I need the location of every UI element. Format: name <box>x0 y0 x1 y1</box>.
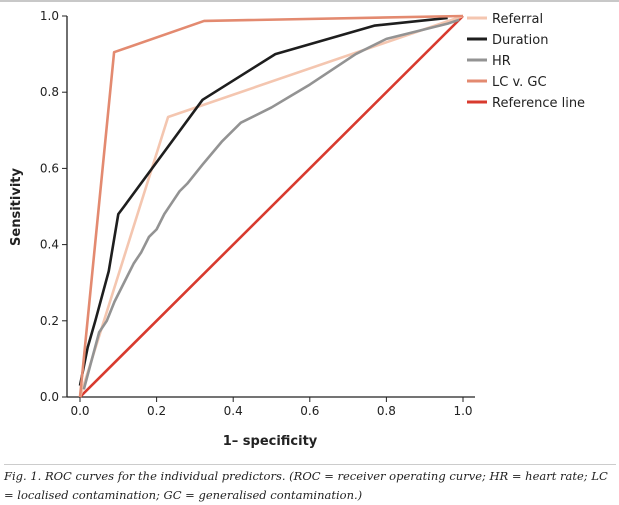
series-line-duration <box>78 16 448 386</box>
y-tick-label: 1.0 <box>40 9 59 23</box>
x-tick-label: 0.0 <box>70 404 89 418</box>
x-tick-label: 1.0 <box>453 404 472 418</box>
legend-label: Referral <box>492 12 543 27</box>
y-tick-label: 0.2 <box>40 314 59 328</box>
y-tick-label: 0.6 <box>40 161 59 175</box>
legend-label: Duration <box>492 33 548 48</box>
roc-chart: 0.0 0.2 0.4 0.6 0.8 1.0 0.0 0.2 0.4 0.6 0.8 1.0 Ref… <box>9 9 585 449</box>
y-axis-label: Sensitivity <box>9 168 24 246</box>
x-tick-label: 0.4 <box>224 404 243 418</box>
x-tick-label: 0.2 <box>147 404 166 418</box>
legend-label: HR <box>492 54 511 69</box>
x-tick-label: 0.6 <box>300 404 319 418</box>
figure-caption: Fig. 1. ROC curves for the individual pr… <box>4 464 616 505</box>
y-tick-label: 0.4 <box>40 238 59 252</box>
series-line-reference-line <box>79 15 464 398</box>
legend-label: Reference line <box>492 96 585 111</box>
series-line-lc-v-gc <box>78 14 464 398</box>
x-tick-label: 0.8 <box>377 404 396 418</box>
series-line-hr <box>82 18 460 390</box>
y-tick-label: 0.8 <box>40 85 59 99</box>
legend-label: LC v. GC <box>492 75 547 90</box>
y-tick-label: 0.0 <box>40 390 59 404</box>
x-axis-label: 1– specificity <box>223 434 318 449</box>
